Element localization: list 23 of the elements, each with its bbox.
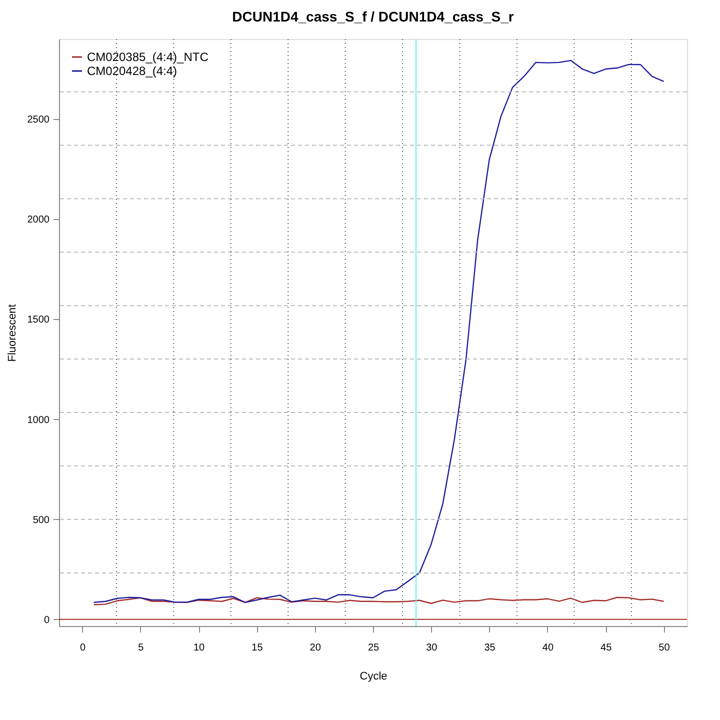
x-tick-label: 30 (426, 642, 438, 654)
y-tick-label: 500 (32, 514, 50, 526)
chart-title: DCUN1D4_cass_S_f / DCUN1D4_cass_S_r (232, 8, 514, 24)
x-tick-label: 25 (368, 642, 380, 654)
x-tick-label: 45 (600, 642, 612, 654)
x-tick-label: 50 (658, 642, 670, 654)
y-tick-label: 1500 (27, 314, 50, 326)
x-tick-label: 0 (80, 642, 86, 654)
x-tick-label: 40 (542, 642, 554, 654)
legend-label: CM020428_(4:4) (87, 64, 178, 78)
x-tick-label: 35 (484, 642, 496, 654)
line-series (93, 596, 664, 606)
legend-label: CM020385_(4:4)_NTC (87, 50, 209, 64)
x-axis-title: Cycle (360, 670, 388, 682)
y-tick-label: 2000 (27, 214, 50, 226)
y-tick-label: 2500 (27, 114, 50, 126)
y-tick-label: 0 (44, 614, 50, 626)
x-tick-label: 10 (193, 642, 206, 654)
x-tick-label: 5 (138, 642, 144, 654)
y-axis-title: Fluorescent (6, 304, 18, 362)
y-tick-label: 1000 (27, 414, 50, 426)
x-tick-label: 20 (310, 642, 322, 654)
x-tick-label: 15 (252, 642, 264, 654)
